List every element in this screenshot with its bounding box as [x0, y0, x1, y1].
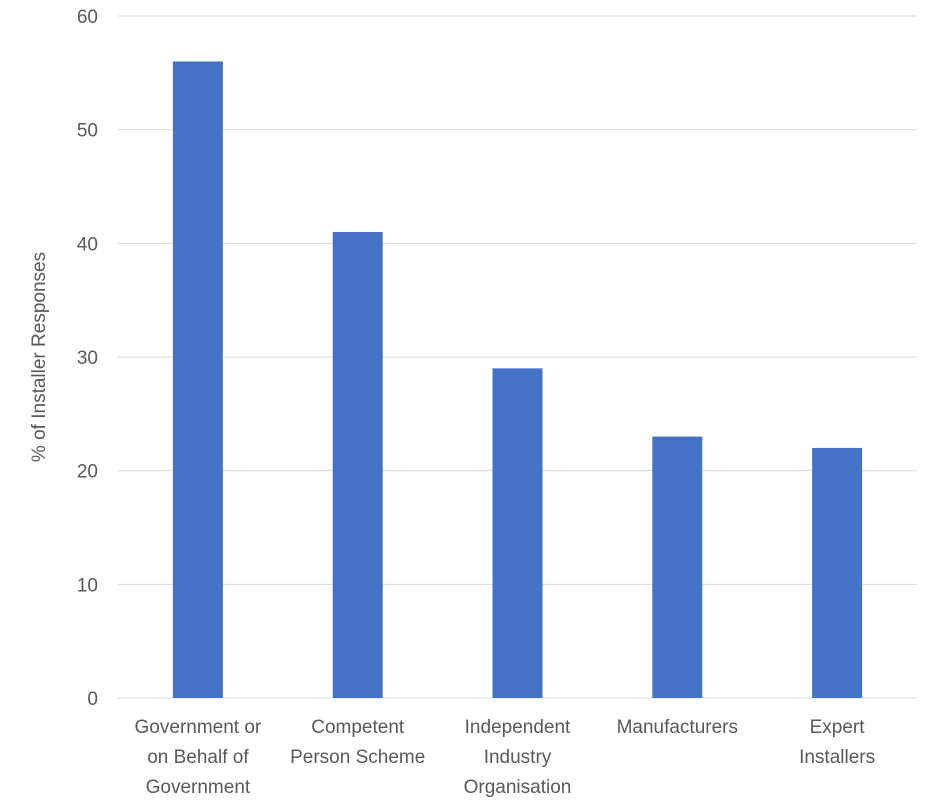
x-axis-categories: Government or on Behalf of Government Compe… — [135, 717, 876, 798]
y-axis-title: % of Installer Responses — [29, 252, 50, 462]
bar — [332, 231, 383, 698]
y-tick-label: 60 — [77, 7, 98, 28]
y-tick-label: 20 — [77, 462, 98, 483]
y-tick-label: 0 — [87, 689, 98, 710]
bar — [172, 61, 223, 698]
bar — [492, 368, 543, 698]
x-category-label: Government or on Behalf of Government — [135, 717, 262, 798]
x-category-label: Expert Installers — [799, 717, 875, 768]
y-tick-label: 40 — [77, 234, 98, 255]
y-tick-label: 50 — [77, 121, 98, 142]
y-tick-label: 30 — [77, 348, 98, 369]
y-axis-ticks: 0 10 20 30 40 50 60 — [77, 7, 98, 710]
y-tick-label: 10 — [77, 575, 98, 596]
x-category-label: Manufacturers — [617, 717, 738, 738]
x-category-label: Competent Person Scheme — [290, 717, 425, 768]
bar — [812, 447, 863, 698]
x-category-label: Independent Industry Organisation — [464, 717, 572, 798]
bars — [172, 61, 863, 698]
bar — [652, 436, 703, 698]
